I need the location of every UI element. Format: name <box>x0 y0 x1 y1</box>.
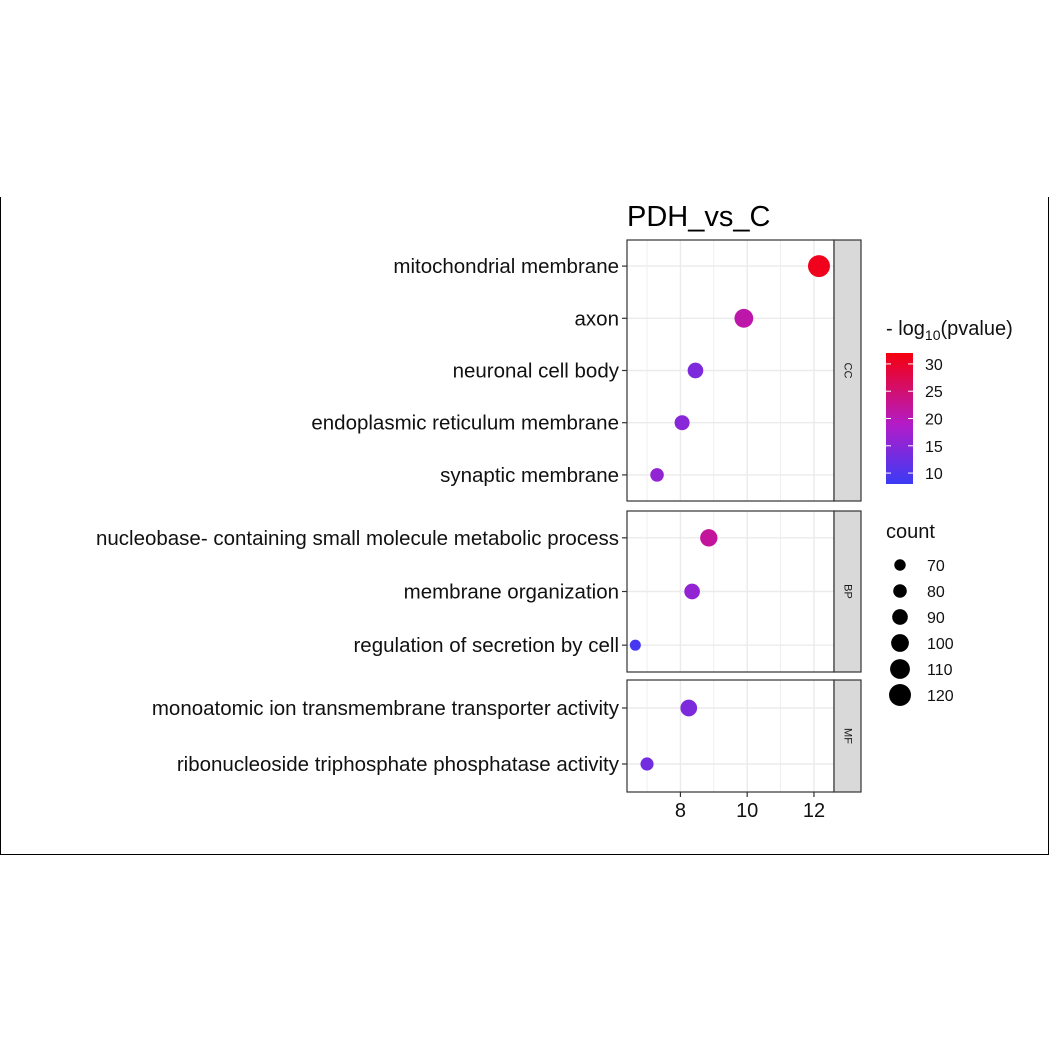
size-legend-title: count <box>886 521 935 543</box>
facet-strip <box>833 510 862 673</box>
facet-strip-label: MF <box>842 728 854 744</box>
y-tick-label: ribonucleoside triphosphate phosphatase … <box>177 753 620 776</box>
data-point <box>650 468 664 482</box>
size-legend-label: 80 <box>927 584 945 601</box>
size-legend-dot <box>892 609 908 625</box>
color-legend-label: 20 <box>925 412 943 429</box>
facet-panel-cc: CC <box>626 239 862 502</box>
size-legend-label: 110 <box>927 662 953 679</box>
facet-strip-label: CC <box>842 363 854 379</box>
color-legend-label: 10 <box>925 466 943 483</box>
color-legend-label: 30 <box>925 357 943 374</box>
size-legend-dot <box>889 684 911 706</box>
y-tick-label: regulation of secretion by cell <box>353 634 619 657</box>
facet-strip-label: BP <box>842 584 854 599</box>
color-legend-label: 25 <box>925 384 943 401</box>
data-point <box>700 529 718 547</box>
panel-background <box>627 680 834 792</box>
x-tick-label: 10 <box>736 800 758 822</box>
size-legend-dot <box>893 584 907 598</box>
size-legend-dot <box>891 634 909 652</box>
y-tick-label: synaptic membrane <box>440 464 619 487</box>
data-point <box>687 362 704 379</box>
y-tick-label: nucleobase- containing small molecule me… <box>96 527 619 550</box>
facet-strip <box>833 239 862 502</box>
size-legend-label: 100 <box>927 636 954 653</box>
y-tick-label: axon <box>575 307 619 330</box>
data-point <box>629 639 641 651</box>
facet-strip <box>833 679 862 793</box>
size-legend-label: 70 <box>927 558 945 575</box>
data-point <box>808 255 830 278</box>
y-tick-label: membrane organization <box>404 581 619 604</box>
size-legend-label: 120 <box>927 688 954 705</box>
data-point <box>674 415 690 431</box>
data-point <box>734 308 754 328</box>
x-tick-label: 12 <box>803 800 825 822</box>
data-point <box>684 583 700 600</box>
size-legend-label: 90 <box>927 610 945 627</box>
y-tick-label: monoatomic ion transmembrane transporter… <box>152 697 620 720</box>
y-tick-label: neuronal cell body <box>453 360 620 383</box>
y-tick-label: mitochondrial membrane <box>393 255 619 278</box>
size-legend-dot <box>894 559 906 571</box>
y-tick-label: endoplasmic reticulum membrane <box>311 412 619 435</box>
x-tick-label: 8 <box>675 800 686 822</box>
color-legend-title: - log10(pvalue) <box>886 318 1013 343</box>
data-point <box>680 699 698 717</box>
color-legend-label: 15 <box>925 439 943 456</box>
figure-frame <box>0 197 1049 855</box>
data-point <box>640 757 654 771</box>
facet-panel-bp: BP <box>626 510 862 673</box>
size-legend-dot <box>890 659 910 679</box>
chart-title: PDH_vs_C <box>627 201 770 233</box>
facet-panel-mf: MF <box>626 679 862 793</box>
